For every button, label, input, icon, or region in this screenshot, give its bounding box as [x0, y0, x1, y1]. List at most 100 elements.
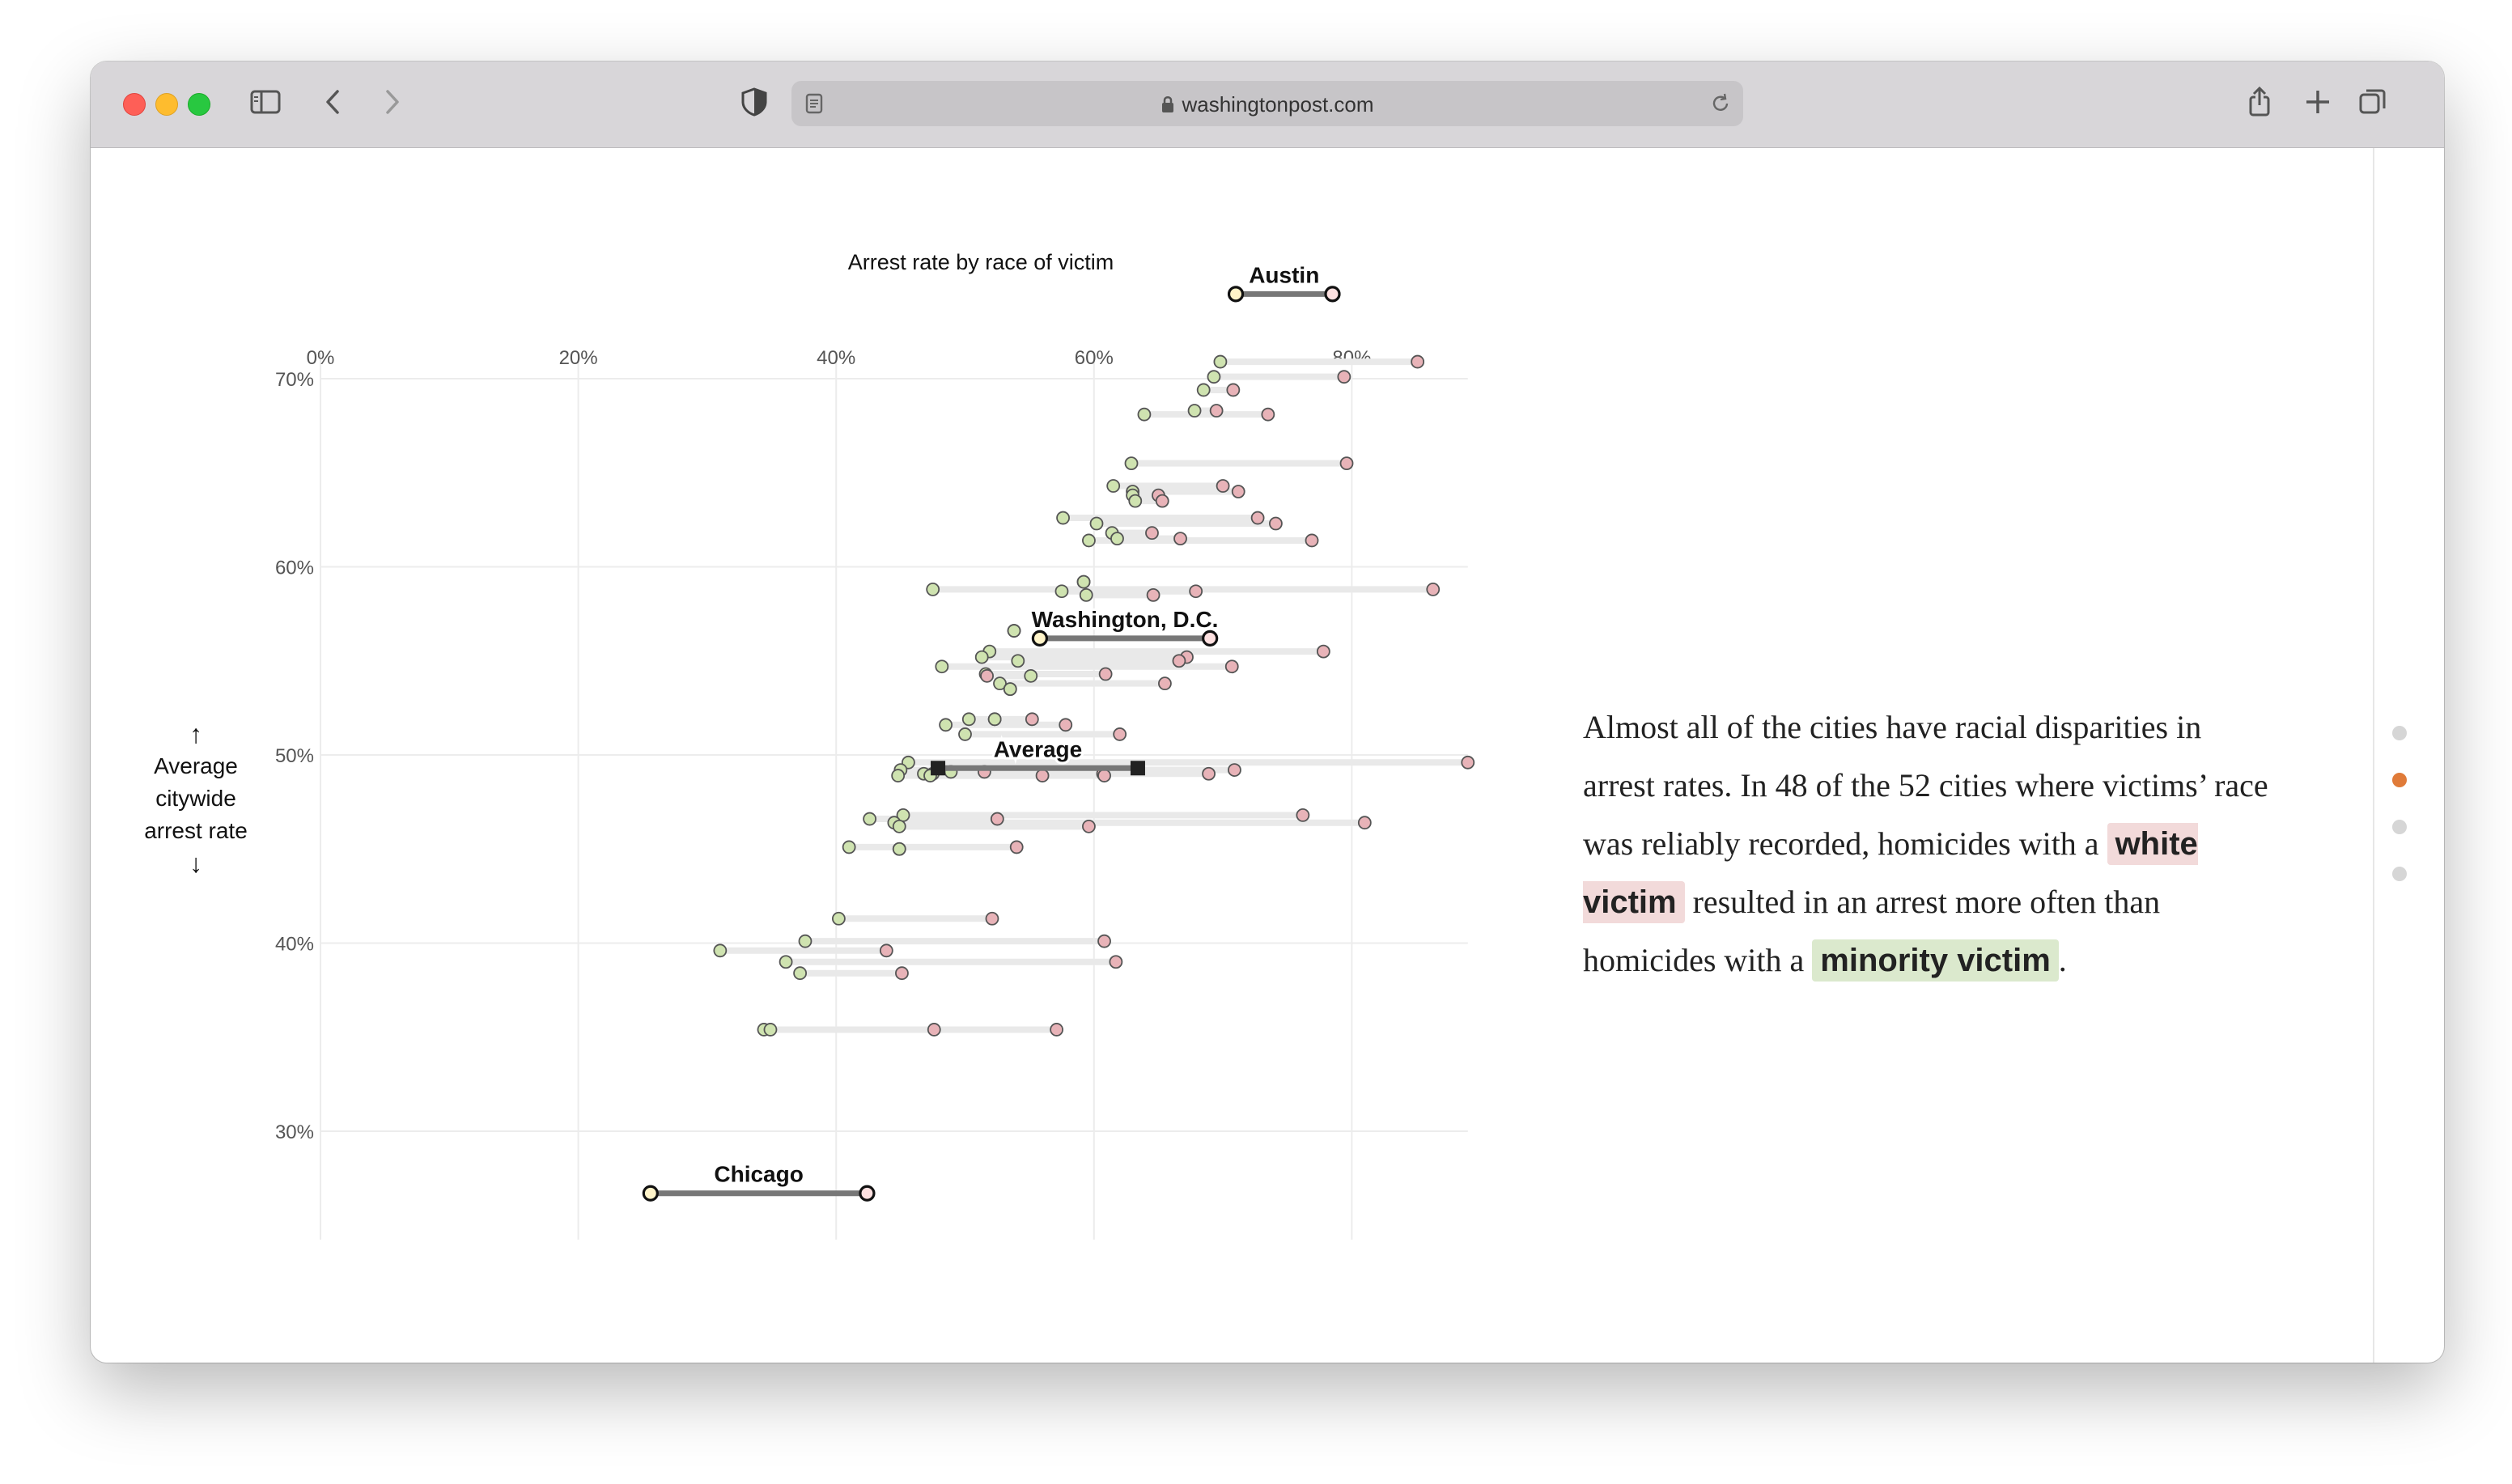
white-victim-point	[985, 911, 999, 926]
share-icon[interactable]	[2243, 86, 2276, 118]
white-victim-point	[1097, 934, 1111, 948]
y-tick-label: 40%	[275, 934, 314, 956]
y-axis-label: ↑ Average citywide arrest rate ↓	[131, 718, 261, 880]
back-icon[interactable]	[317, 86, 350, 118]
section-nav-dot[interactable]	[2392, 820, 2407, 834]
white-victim-point	[1146, 587, 1161, 602]
forward-icon[interactable]	[376, 86, 408, 118]
white-victim-point	[1172, 654, 1186, 668]
white-victim-point	[1202, 766, 1216, 781]
y-axis-label-text: Average citywide arrest rate	[144, 753, 248, 843]
minority-victim-point	[892, 842, 906, 856]
white-victim-point	[1411, 354, 1425, 369]
minority-victim-point	[993, 676, 1007, 691]
close-window-button[interactable]	[123, 93, 146, 116]
address-bar[interactable]: washingtonpost.com	[791, 81, 1743, 126]
minority-victim-point	[1056, 511, 1070, 525]
average-minority-marker	[931, 761, 946, 776]
white-victim-point	[1145, 526, 1159, 541]
section-nav-dot[interactable]	[2392, 867, 2407, 881]
article-paragraph: Almost all of the cities have racial dis…	[1583, 698, 2271, 990]
minority-victim-point	[1076, 575, 1091, 589]
highlight-white-point	[1202, 630, 1219, 647]
minority-victim-point	[1187, 404, 1202, 418]
paragraph-text-2: resulted in an arrest more often than ho…	[1583, 884, 2161, 978]
white-victim-point	[1228, 763, 1241, 777]
x-tick-label: 60%	[1075, 347, 1114, 369]
y-tick-label: 30%	[275, 1121, 314, 1143]
white-victim-point	[1339, 456, 1354, 471]
highlight-minority-point	[642, 1185, 659, 1202]
minority-victim-point	[987, 712, 1002, 727]
section-nav-dot[interactable]	[2392, 726, 2407, 740]
white-victim-point	[927, 1023, 941, 1037]
white-victim-point	[1025, 712, 1039, 727]
sidebar-icon[interactable]	[249, 86, 282, 118]
white-victim-point	[1216, 479, 1230, 493]
minority-victim-point	[798, 934, 813, 948]
white-victim-point	[1461, 755, 1475, 770]
paragraph-text-3: .	[2058, 942, 2067, 978]
browser-toolbar: washingtonpost.com	[91, 61, 2444, 148]
minority-victim-point	[1207, 370, 1221, 384]
white-victim-point	[1209, 404, 1224, 418]
white-victim-point	[1261, 407, 1275, 422]
highlight-city-label: Average	[994, 736, 1082, 761]
minority-victim-point	[1054, 584, 1069, 599]
white-victim-point	[1050, 1023, 1064, 1037]
arrow-down-icon: ↓	[189, 849, 202, 878]
white-victim-point	[1158, 676, 1172, 691]
new-tab-icon[interactable]	[2302, 86, 2334, 118]
highlight-city-label: Austin	[1249, 262, 1319, 287]
minority-victim-point	[1213, 354, 1228, 369]
page-content: 0% 20% 40% 60% 80% 70% 60% 50% 40% 30% Austin Washi…	[91, 148, 2444, 1363]
white-victim-point	[1316, 644, 1330, 659]
highlight-city-label: Washington, D.C.	[1032, 607, 1219, 632]
minority-victim-point	[892, 819, 906, 833]
minority-victim-point	[1128, 494, 1143, 508]
minority-victim-highlight[interactable]: minority victim	[1812, 939, 2059, 982]
y-tick-label: 70%	[275, 369, 314, 391]
white-victim-point	[1113, 727, 1127, 741]
white-victim-point	[1296, 808, 1310, 822]
minority-victim-point	[926, 583, 940, 596]
y-tick-label: 50%	[275, 745, 314, 767]
minority-victim-point	[831, 911, 846, 926]
white-victim-point	[1337, 370, 1351, 384]
white-victim-point	[1035, 769, 1050, 782]
url-display: washingtonpost.com	[791, 92, 1743, 117]
highlight-minority-point	[1031, 630, 1048, 647]
arrest-rate-chart: 0% 20% 40% 60% 80% 70% 60% 50% 40% 30% Austin Washi…	[275, 260, 1475, 1240]
minority-victim-point	[1196, 383, 1211, 397]
lock-icon	[1162, 96, 1174, 112]
minority-victim-point	[1007, 624, 1021, 638]
minority-victim-point	[1089, 516, 1104, 531]
white-victim-point	[1357, 816, 1372, 830]
white-victim-point	[990, 812, 1004, 826]
white-victim-point	[1097, 769, 1111, 782]
minority-victim-point	[958, 727, 972, 741]
minority-victim-point	[1110, 532, 1124, 546]
url-text: washingtonpost.com	[1182, 92, 1374, 117]
minority-victim-point	[935, 659, 949, 674]
highlight-white-point	[859, 1185, 876, 1202]
white-victim-point	[1109, 955, 1123, 969]
reader-icon[interactable]	[803, 92, 825, 115]
highlight-city-label: Chicago	[714, 1162, 803, 1187]
white-victim-point	[1269, 516, 1283, 531]
white-victim-point	[895, 966, 909, 981]
shield-icon[interactable]	[738, 86, 770, 118]
x-tick-label: 40%	[817, 347, 855, 369]
minority-victim-point	[779, 955, 793, 969]
minority-victim-point	[1124, 456, 1139, 471]
minority-victim-point	[1106, 479, 1121, 493]
arrow-up-icon: ↑	[189, 719, 202, 748]
section-nav-dot-active[interactable]	[2392, 773, 2407, 787]
minimize-window-button[interactable]	[155, 93, 178, 116]
minority-victim-point	[1082, 533, 1096, 548]
tabs-overview-icon[interactable]	[2357, 86, 2389, 118]
maximize-window-button[interactable]	[188, 93, 210, 116]
paragraph-text-1: Almost all of the cities have racial dis…	[1583, 709, 2268, 862]
white-victim-point	[1173, 532, 1187, 546]
reload-icon[interactable]	[1709, 92, 1732, 115]
